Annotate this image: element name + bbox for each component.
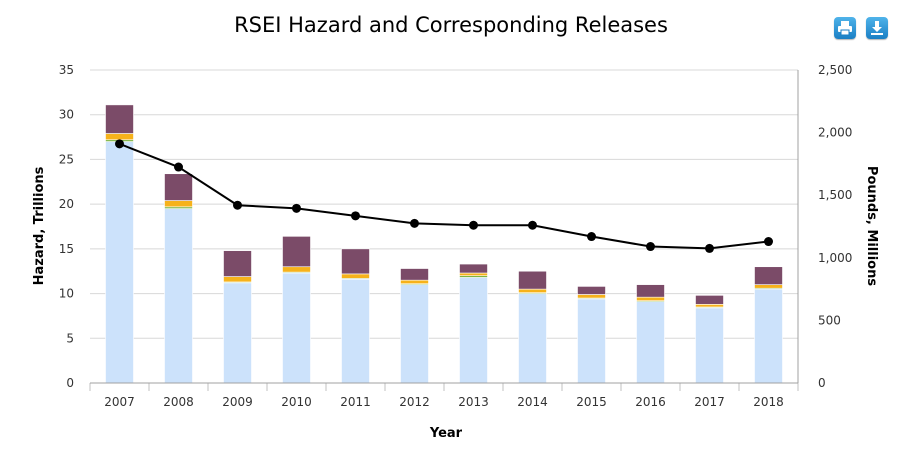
pounds-line-point	[292, 203, 301, 213]
printer-icon	[838, 21, 852, 36]
bar-segment	[754, 288, 783, 384]
bar-segment	[518, 288, 547, 293]
x-tick-label: 2012	[399, 395, 430, 409]
bar-segment	[223, 276, 252, 283]
bar-segment	[459, 277, 488, 384]
stacked-bars	[105, 104, 783, 384]
pounds-line-point	[646, 242, 655, 252]
y-tick-label: 30	[59, 108, 74, 122]
x-tick-label: 2009	[222, 395, 253, 409]
y2-tick-label: 2,500	[818, 63, 852, 77]
x-tick-label: 2017	[694, 395, 725, 409]
x-tick-label: 2010	[281, 395, 312, 409]
bar-segment	[282, 236, 311, 268]
bar-segment	[400, 268, 429, 281]
bar-segment	[636, 301, 665, 384]
bar-segment	[341, 273, 370, 279]
x-tick-label: 2013	[458, 395, 489, 409]
y2-tick-label: 1,500	[818, 188, 852, 202]
bar-segment	[341, 248, 370, 275]
bar-segment	[577, 286, 606, 295]
print-button[interactable]	[834, 17, 856, 39]
pounds-line-point	[469, 220, 478, 230]
bar-segment	[105, 104, 134, 134]
bar-segment	[164, 173, 193, 201]
bar-segment	[695, 295, 724, 305]
bar-segment	[636, 296, 665, 302]
y-axis-title: Hazard, Trillions	[32, 166, 47, 285]
chart-title: RSEI Hazard and Corresponding Releases	[234, 13, 668, 37]
bar-segment	[105, 133, 134, 141]
pounds-line-point	[174, 162, 183, 172]
y-tick-label: 0	[66, 376, 74, 390]
bar-segment	[282, 272, 311, 384]
pounds-line-point	[705, 243, 714, 253]
bar-segment	[459, 272, 488, 276]
x-tick-label: 2008	[163, 395, 194, 409]
pounds-line-point	[115, 139, 124, 149]
x-tick-label: 2018	[753, 395, 784, 409]
bar-segment	[695, 307, 724, 384]
y-tick-label: 25	[59, 152, 74, 166]
y-tick-label: 15	[59, 242, 74, 256]
bar-segment	[164, 200, 193, 208]
bar-segment	[518, 270, 547, 290]
bar-segment	[459, 263, 488, 274]
y2-tick-label: 2,000	[818, 126, 852, 140]
y2-tick-label: 500	[818, 313, 841, 327]
x-tick-label: 2015	[576, 395, 607, 409]
y-tick-label: 35	[59, 63, 74, 77]
y2-tick-label: 0	[818, 376, 826, 390]
x-axis-title: Year	[429, 426, 463, 441]
bar-segment	[282, 266, 311, 273]
x-tick-label: 2011	[340, 395, 371, 409]
pounds-line-point	[233, 200, 242, 210]
download-icon	[871, 21, 883, 35]
bar-segment	[164, 208, 193, 384]
pounds-line-path	[119, 142, 769, 250]
bar-segment	[223, 250, 252, 277]
y2-tick-label: 1,000	[818, 251, 852, 265]
pounds-line-point	[351, 211, 360, 221]
pounds-line-point	[587, 232, 596, 242]
x-tick-label: 2007	[104, 395, 135, 409]
bar-segment	[695, 304, 724, 308]
pounds-line	[115, 139, 773, 253]
download-button[interactable]	[866, 17, 888, 39]
pounds-line-point	[528, 220, 537, 230]
bar-segment	[754, 284, 783, 289]
gridlines	[90, 69, 798, 384]
y-tick-label: 20	[59, 197, 74, 211]
pounds-line-point	[764, 237, 773, 247]
y2-axis-title: Pounds, Millions	[864, 166, 879, 286]
bar-segment	[518, 293, 547, 384]
bar-segment	[105, 141, 134, 384]
bar-segment	[400, 284, 429, 384]
y-tick-label: 5	[66, 331, 74, 345]
bar-segment	[341, 278, 370, 384]
bar-segment	[754, 266, 783, 285]
bar-segment	[223, 282, 252, 384]
bar-segment	[400, 279, 429, 285]
pounds-line-point	[410, 218, 419, 228]
x-tick-label: 2016	[635, 395, 666, 409]
axes: 0 5 10 15 20 25 30 35 0 500 1,000 1,500 2,000 2,500 20…	[59, 63, 853, 409]
x-tick-label: 2014	[517, 395, 548, 409]
bar-segment	[636, 284, 665, 298]
y-tick-label: 10	[59, 287, 74, 301]
bar-segment	[577, 294, 606, 299]
bar-segment	[577, 298, 606, 384]
